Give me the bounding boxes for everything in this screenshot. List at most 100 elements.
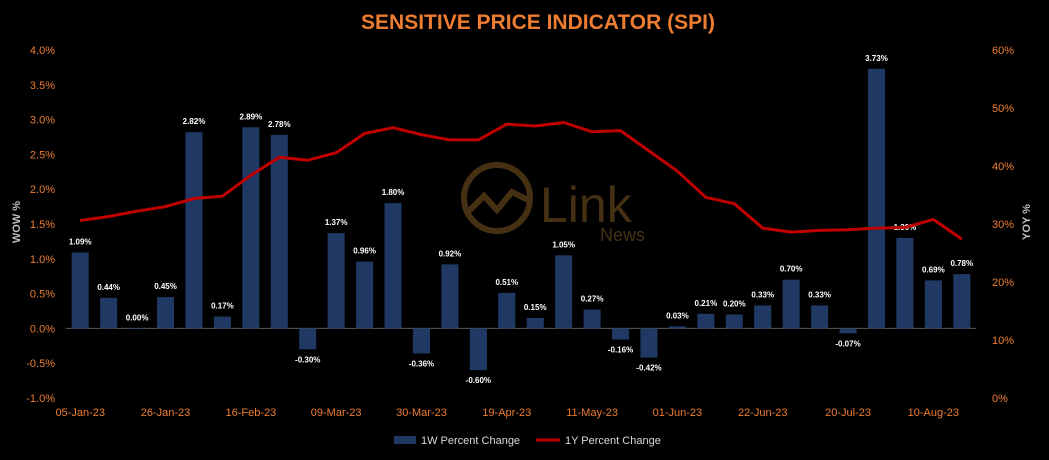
x-tick-label: 01-Jun-23	[653, 407, 703, 419]
wow-bar	[71, 252, 89, 329]
bar-data-label: 0.96%	[353, 247, 376, 256]
wow-bar	[469, 328, 487, 371]
watermark-sub: News	[600, 225, 645, 245]
bar-data-label: 1.80%	[382, 188, 405, 197]
bar-data-label: 2.89%	[240, 112, 263, 121]
wow-bar	[555, 255, 573, 329]
wow-bar	[242, 127, 260, 329]
wow-bar	[612, 328, 630, 340]
legend-swatch-bar	[394, 436, 416, 444]
y2-tick-label: 50%	[992, 103, 1014, 115]
bar-data-label: 1.09%	[69, 238, 92, 247]
wow-bar	[754, 305, 772, 329]
y-tick-label: -0.5%	[26, 358, 55, 370]
y-tick-label: 0.0%	[30, 323, 55, 335]
wow-bar	[526, 317, 544, 329]
y-tick-label: 2.0%	[30, 184, 55, 196]
bar-data-label: -0.60%	[466, 376, 491, 385]
legend: 1W Percent Change 1Y Percent Change	[394, 435, 661, 447]
wow-bar	[583, 309, 601, 329]
y-tick-label: 1.0%	[30, 254, 55, 266]
bar-data-label: 1.37%	[325, 218, 348, 227]
wow-bar	[384, 203, 402, 329]
bar-data-label: 0.69%	[922, 265, 945, 274]
bar-data-label: 0.00%	[126, 313, 149, 322]
link-news-watermark: Link News	[461, 162, 645, 245]
watermark-zigzag	[465, 188, 530, 215]
bar-data-label: -0.16%	[608, 346, 633, 355]
x-tick-label: 26-Jan-23	[141, 407, 191, 419]
wow-bar	[270, 134, 288, 329]
wow-bar	[299, 328, 317, 350]
bar-data-label: 0.21%	[695, 299, 718, 308]
bar-data-label: 0.78%	[950, 259, 973, 268]
wow-bar	[725, 314, 743, 329]
bar-data-label: 0.17%	[211, 302, 234, 311]
bar-data-label: 0.27%	[581, 295, 604, 304]
x-tick-label: 20-Jul-23	[825, 407, 871, 419]
wow-bar	[811, 305, 829, 329]
bar-data-label: 0.20%	[723, 299, 746, 308]
x-tick-label: 30-Mar-23	[396, 407, 447, 419]
bar-data-labels: 1.09% 0.44% 0.00% 0.45% 2.82% 0.17% 2.89% 2.78%…	[69, 54, 973, 385]
chart-title: SENSITIVE PRICE INDICATOR (SPI)	[361, 11, 715, 34]
wow-bar	[441, 264, 459, 329]
y-tick-label: 2.5%	[30, 149, 55, 161]
bar-data-label: 0.33%	[751, 290, 774, 299]
bar-data-label: 0.51%	[495, 278, 518, 287]
y2-tick-label: 30%	[992, 219, 1014, 231]
wow-bar	[185, 132, 203, 329]
x-tick-label: 11-May-23	[566, 407, 618, 419]
bar-data-label: 0.92%	[439, 249, 462, 258]
wow-bar	[953, 274, 971, 329]
wow-bar	[128, 328, 146, 329]
wow-bar	[356, 261, 374, 329]
bar-data-label: 3.73%	[865, 54, 888, 63]
x-axis-ticks: 05-Jan-23 26-Jan-23 16-Feb-23 09-Mar-23 30-M…	[55, 407, 959, 419]
y-tick-label: 1.5%	[30, 219, 55, 231]
wow-bar	[896, 237, 914, 329]
wow-bar	[213, 316, 231, 329]
wow-bar	[157, 297, 175, 329]
wow-bar	[924, 280, 942, 329]
y-tick-label: -1.0%	[26, 393, 55, 405]
x-tick-label: 22-Jun-23	[738, 407, 788, 419]
bar-data-label: 2.82%	[183, 117, 206, 126]
wow-bar	[668, 326, 686, 329]
watermark-brand: Link	[540, 177, 633, 233]
x-tick-label: 05-Jan-23	[55, 407, 105, 419]
watermark-ring	[461, 162, 533, 234]
wow-bar	[640, 328, 658, 358]
bar-data-label: 0.15%	[524, 303, 547, 312]
wow-bar	[839, 328, 857, 334]
y-tick-label: 4.0%	[30, 45, 55, 57]
bar-data-label: -0.30%	[295, 355, 320, 364]
wow-bar	[327, 233, 345, 329]
y-axis-ticks: -1.0% -0.5% 0.0% 0.5% 1.0% 1.5% 2.0% 2.5% 3.0% 3.…	[26, 45, 55, 405]
y-tick-label: 0.5%	[30, 289, 55, 301]
bar-data-label: -0.36%	[409, 359, 434, 368]
wow-bar	[867, 68, 885, 329]
bar-data-label: 0.33%	[808, 290, 831, 299]
wow-bar	[100, 297, 118, 329]
legend-label-bar: 1W Percent Change	[421, 435, 520, 447]
bar-data-label: -0.07%	[835, 339, 860, 348]
y2-tick-label: 60%	[992, 45, 1014, 57]
y2-tick-label: 20%	[992, 277, 1014, 289]
bar-data-label: 2.78%	[268, 120, 291, 129]
y2-tick-label: 0%	[992, 393, 1008, 405]
x-tick-label: 16-Feb-23	[225, 407, 276, 419]
y2-tick-label: 10%	[992, 335, 1014, 347]
bar-data-label: 0.70%	[780, 265, 803, 274]
y2-axis-ticks: 0% 10% 20% 30% 40% 50% 60%	[992, 45, 1014, 405]
wow-bar	[782, 279, 800, 329]
y2-tick-label: 40%	[992, 161, 1014, 173]
wow-bar	[697, 313, 715, 329]
bar-data-label: 0.44%	[97, 283, 120, 292]
bar-data-label: -0.42%	[636, 364, 661, 373]
bar-data-label: 0.03%	[666, 311, 689, 320]
x-tick-label: 19-Apr-23	[482, 407, 531, 419]
y-tick-label: 3.0%	[30, 115, 55, 127]
